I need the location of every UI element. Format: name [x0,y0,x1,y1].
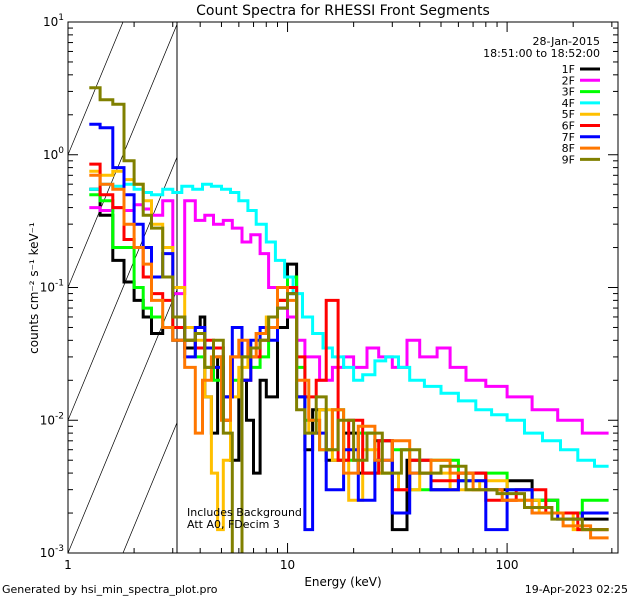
date-label: 28-Jan-2015 [533,35,601,48]
hatch-line [68,22,124,156]
hatch-line [68,288,177,553]
chart-title: Count Spectra for RHESSI Front Segments [196,3,490,19]
y-tick-label: 10-3 [40,544,64,560]
hatch-line [68,156,177,422]
annotation-attenuator: Att A0, FDecim 3 [187,518,280,531]
footer-timestamp: 19-Apr-2023 02:25 [524,583,628,596]
hatch-line [0,22,13,553]
x-tick-label: 100 [496,558,519,572]
series-line-4F [89,182,609,468]
y-tick-label: 10-1 [40,279,64,295]
legend-label: 2F [562,74,575,87]
hatch-line [618,22,640,553]
time-range-label: 18:51:00 to 18:52:00 [483,47,600,60]
series-group [89,86,609,553]
y-axis-label: counts cm⁻² s⁻¹ keV⁻¹ [27,222,41,354]
legend-label: 7F [562,131,575,144]
legend-label: 3F [562,86,575,99]
y-tick-label: 100 [43,146,64,162]
legend-label: 4F [562,97,575,110]
series-line-9F [89,86,609,553]
x-tick-label: 10 [280,558,295,572]
series-line-7F [89,122,609,532]
annotation-background: Includes Background [187,506,302,519]
y-tick-label: 10-2 [40,411,64,427]
y-tick-label: 101 [43,13,64,29]
series-line-5F [89,169,609,532]
hatch-line [68,23,177,289]
x-axis-label: Energy (keV) [304,575,381,589]
series-line-8F [89,173,609,540]
legend-label: 1F [562,63,575,76]
y-ticks: 101 100 10-1 10-2 10-3 [40,13,618,560]
footer-generated-by: Generated by hsi_min_spectra_plot.pro [2,583,218,596]
legend-label: 9F [562,153,575,166]
x-ticks: 1 10 100 [64,22,613,572]
legend-label: 6F [562,120,575,133]
legend-label: 5F [562,108,575,121]
x-tick-label: 1 [64,558,72,572]
series-line-2F [89,199,609,435]
hatched-region [0,22,640,553]
legend-label: 8F [562,142,575,155]
hatch-line [122,421,177,553]
